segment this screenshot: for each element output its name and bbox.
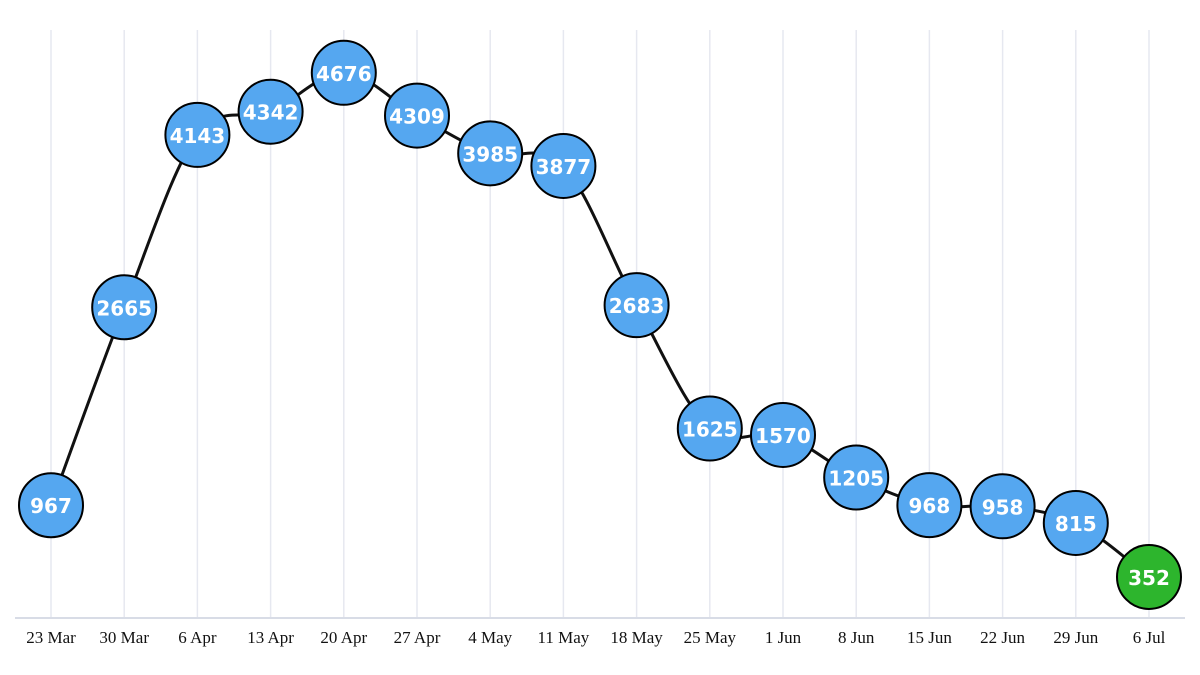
x-tick-label: 29 Jun (1053, 628, 1098, 647)
point-marker (384, 82, 450, 149)
x-tick-label: 1 Jun (765, 628, 802, 647)
data-label: 815 (1055, 512, 1097, 536)
point-marker (969, 473, 1036, 540)
x-tick-label: 18 May (610, 628, 663, 647)
x-tick-label: 8 Jun (838, 628, 875, 647)
data-point: 4676 (310, 39, 377, 106)
point-marker (237, 78, 304, 145)
data-point: 2683 (603, 272, 670, 339)
data-label: 967 (30, 494, 72, 518)
data-point: 968 (896, 472, 963, 539)
data-point: 967 (18, 472, 84, 539)
x-tick-label: 15 Jun (907, 628, 952, 647)
data-label: 1570 (755, 424, 811, 448)
point-marker (896, 472, 963, 539)
point-marker (1042, 489, 1109, 556)
latest-point-marker (1116, 543, 1182, 610)
data-point: 3985 (457, 120, 524, 187)
data-point: 3877 (530, 132, 597, 199)
data-point: 1570 (750, 401, 816, 468)
x-tick-label: 13 Apr (247, 628, 294, 647)
data-label: 958 (982, 495, 1024, 519)
data-label: 4676 (316, 62, 372, 86)
point-marker (164, 101, 231, 168)
data-label: 4342 (243, 101, 299, 125)
x-tick-label: 20 Apr (320, 628, 367, 647)
x-tick-label: 6 Jul (1133, 628, 1166, 647)
point-marker (823, 444, 890, 511)
x-tick-label: 22 Jun (980, 628, 1025, 647)
point-marker (676, 395, 743, 462)
point-marker (530, 132, 597, 199)
data-point: 1205 (823, 444, 890, 511)
data-label: 352 (1128, 566, 1170, 590)
data-label: 1625 (682, 418, 738, 442)
x-tick-label: 23 Mar (26, 628, 76, 647)
latest-data-point: 352 (1116, 543, 1182, 610)
point-marker (91, 274, 158, 341)
x-tick-label: 6 Apr (178, 628, 217, 647)
data-label: 968 (909, 494, 951, 518)
data-label: 4143 (170, 124, 226, 148)
data-point: 958 (969, 473, 1036, 540)
data-label: 3985 (462, 142, 518, 166)
data-label: 1205 (828, 466, 884, 490)
data-markers: 967 2665 4143 4342 4676 4309 3985 3877 2683 1625 1… (18, 39, 1182, 610)
data-point: 4342 (237, 78, 304, 145)
data-point: 4309 (384, 82, 450, 149)
data-point: 4143 (164, 101, 231, 168)
data-label: 2665 (96, 296, 152, 320)
data-label: 4309 (389, 105, 445, 129)
point-marker (18, 472, 84, 539)
data-point: 815 (1042, 489, 1109, 556)
data-point: 2665 (91, 274, 158, 341)
point-marker (310, 39, 377, 106)
x-tick-label: 4 May (468, 628, 512, 647)
point-marker (603, 272, 670, 339)
data-label: 3877 (536, 155, 592, 179)
data-point: 1625 (676, 395, 743, 462)
data-label: 2683 (609, 294, 665, 318)
x-tick-label: 25 May (684, 628, 737, 647)
x-tick-label: 27 Apr (394, 628, 441, 647)
x-tick-label: 11 May (538, 628, 590, 647)
point-marker (750, 401, 816, 468)
point-marker (457, 120, 524, 187)
x-axis-ticks: 23 Mar 30 Mar 6 Apr 13 Apr 20 Apr 27 Apr 4 May… (26, 628, 1165, 647)
x-tick-label: 30 Mar (99, 628, 149, 647)
